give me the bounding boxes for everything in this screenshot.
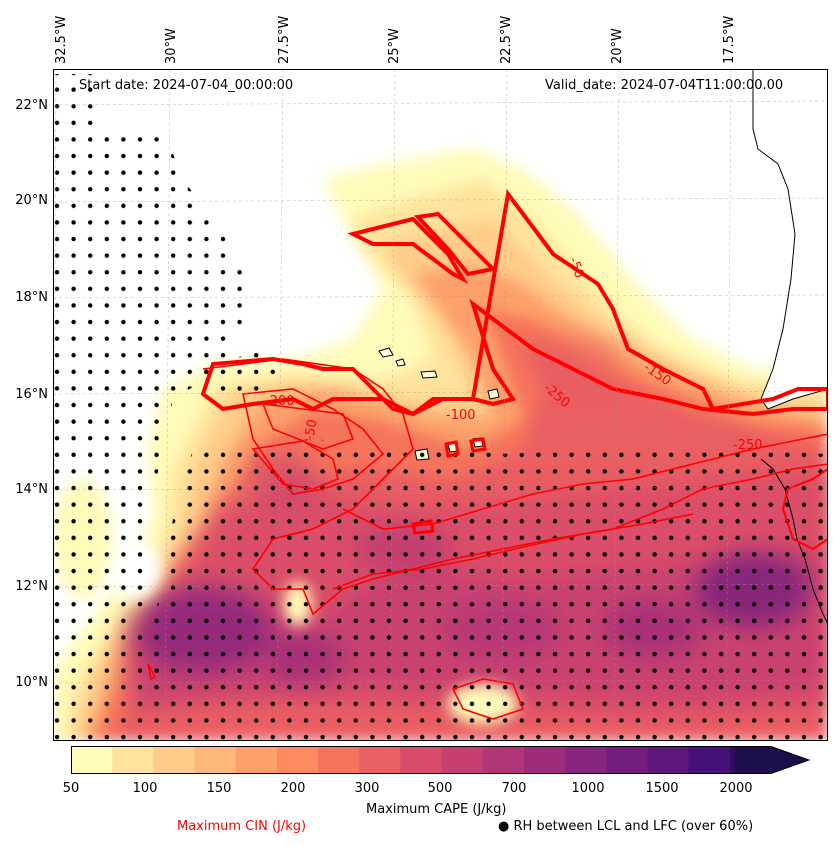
colorbar-cell	[153, 746, 196, 774]
colorbar-cell	[482, 746, 525, 774]
colorbar-tick-200: 200	[280, 781, 306, 796]
colorbar-tick-1500: 1500	[645, 781, 679, 796]
colorbar-cell	[71, 746, 113, 774]
start-date-label: Start date: 2024-07-04_00:00:00	[79, 78, 294, 93]
colorbar-cell	[194, 746, 237, 774]
colorbar-tick-150: 150	[206, 781, 232, 796]
colorbar-cell	[647, 746, 690, 774]
cin-label-6: -50	[302, 418, 320, 442]
lon-label-32-5w: 32.5°W	[54, 15, 69, 64]
cin-contours	[147, 189, 828, 720]
cin-legend-label: Maximum CIN (J/kg)	[177, 819, 307, 834]
map-frame	[53, 69, 828, 741]
colorbar-cell	[565, 746, 607, 774]
lon-label-17-5w: 17.5°W	[722, 15, 737, 64]
africa-landmass	[752, 69, 828, 410]
colorbar-tick-700: 700	[501, 781, 527, 796]
rh-stipple	[53, 74, 828, 741]
colorbar-cell	[688, 746, 731, 774]
lon-label-27-5w: 27.5°W	[277, 15, 292, 64]
colorbar-tick-500: 500	[427, 781, 453, 796]
lon-label-22-5w: 22.5°W	[499, 15, 514, 64]
rh-legend-label: ● RH between LCL and LFC (over 60%)	[498, 819, 754, 834]
lat-label-18n: 18°N	[15, 290, 48, 305]
colorbar-cell	[523, 746, 566, 774]
colorbar-tick-300: 300	[354, 781, 380, 796]
colorbar-cell	[400, 746, 443, 774]
cin-label-5: -100	[446, 408, 476, 423]
colorbar-cell	[276, 746, 319, 774]
colorbar-tick-1000: 1000	[571, 781, 605, 796]
graticule	[53, 69, 828, 741]
colorbar-cell	[318, 746, 360, 774]
colorbar-tick-100: 100	[132, 781, 158, 796]
cin-label-4: -250	[733, 438, 763, 453]
colorbar-cell	[441, 746, 484, 774]
colorbar-cell	[235, 746, 278, 774]
lon-label-30w: 30°W	[164, 28, 179, 64]
colorbar-label: Maximum CAPE (J/kg)	[366, 802, 507, 817]
colorbar-cell	[359, 746, 401, 774]
colorbar-tick-50: 50	[62, 781, 80, 796]
colorbar-extend-arrow	[735, 746, 809, 773]
lat-label-10n: 10°N	[15, 675, 48, 690]
valid-date-label: Valid_date: 2024-07-04T11:00:00.00	[545, 78, 784, 93]
colorbar-cell	[112, 746, 154, 774]
lon-label-20w: 20°W	[610, 28, 625, 64]
cin-label-1: -50	[565, 255, 586, 280]
lat-label-12n: 12°N	[15, 579, 48, 594]
lat-label-20n: 20°N	[15, 193, 48, 208]
lat-label-22n: 22°N	[15, 98, 48, 113]
colorbar-tick-2000: 2000	[719, 781, 753, 796]
cape-colorbar	[71, 746, 811, 774]
colorbar-cell	[606, 746, 648, 774]
lat-label-14n: 14°N	[15, 482, 48, 497]
lon-label-25w: 25°W	[387, 28, 402, 64]
weather-map: -50 -150 -250 -250 -100 -50 -200	[53, 69, 828, 741]
lat-label-16n: 16°N	[15, 387, 48, 402]
